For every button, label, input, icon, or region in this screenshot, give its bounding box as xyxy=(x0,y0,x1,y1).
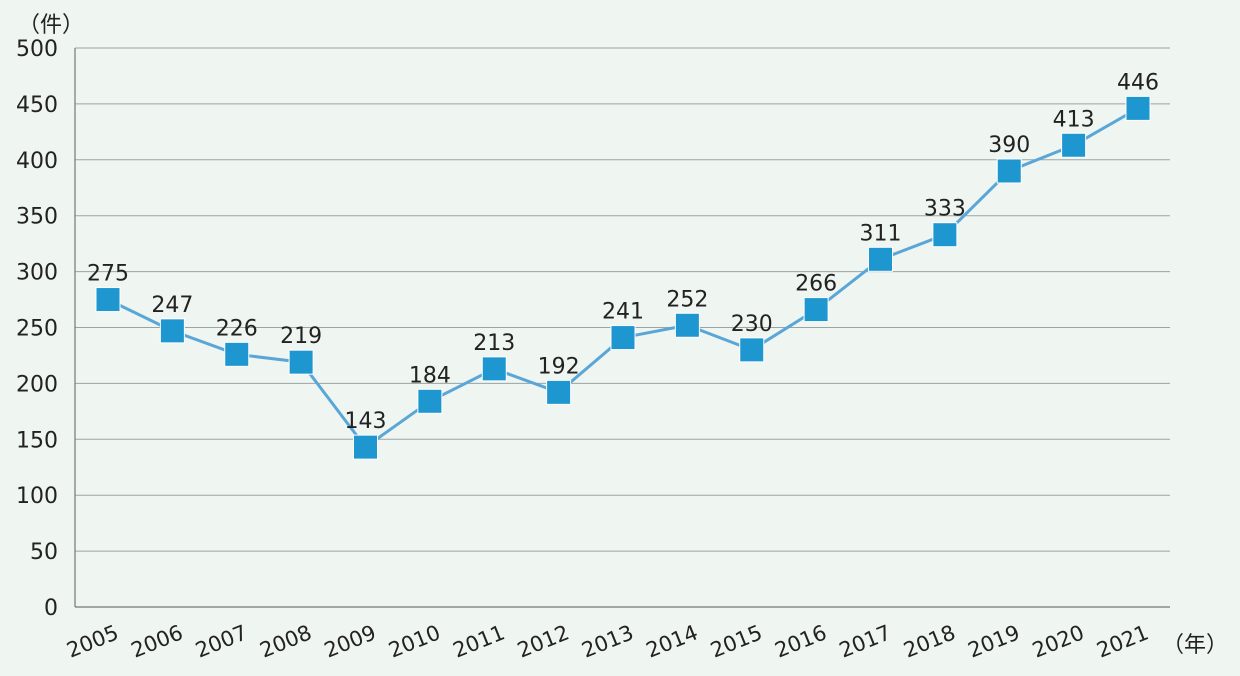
x-tick-label-2020: 2020 xyxy=(1029,620,1088,662)
y-tick-label-200: 200 xyxy=(16,372,58,397)
x-axis-ticks: 2005 2006 2007 2008 2009 2010 2011 2012 2013 2014… xyxy=(63,620,1152,662)
data-label-2021: 446 xyxy=(1117,70,1159,95)
x-tick-label-2021: 2021 xyxy=(1093,620,1152,662)
x-tick-label-2011: 2011 xyxy=(450,620,509,662)
x-tick-label-2014: 2014 xyxy=(643,620,702,662)
x-tick-label-2010: 2010 xyxy=(385,620,444,662)
data-labels-group: 275 247 226 219 143 184 213 192 241 252 230 266 311 3… xyxy=(87,70,1159,434)
data-point-2009 xyxy=(353,434,378,460)
data-label-2019: 390 xyxy=(988,133,1030,158)
data-label-2005: 275 xyxy=(87,262,129,287)
data-point-2013 xyxy=(610,325,636,351)
x-axis-unit-label: （年） xyxy=(1162,633,1228,658)
data-point-2021 xyxy=(1125,95,1151,121)
data-point-2006 xyxy=(159,318,185,344)
data-label-2017: 311 xyxy=(860,221,902,246)
data-point-2019 xyxy=(996,158,1022,184)
data-point-2008 xyxy=(288,349,314,375)
x-tick-label-2018: 2018 xyxy=(900,620,959,662)
x-tick-label-2009: 2009 xyxy=(321,620,380,662)
x-tick-label-2007: 2007 xyxy=(192,620,251,662)
x-tick-label-2012: 2012 xyxy=(514,620,573,662)
y-tick-label-500: 500 xyxy=(16,37,58,62)
data-point-2011 xyxy=(481,356,507,382)
data-point-2020 xyxy=(1061,132,1087,158)
data-point-2017 xyxy=(868,246,893,272)
y-tick-label-100: 100 xyxy=(16,484,58,509)
y-axis-ticks: 0 50 100 150 200 250 300 350 400 450 500 xyxy=(16,37,58,621)
data-point-2005 xyxy=(95,287,121,313)
data-label-2014: 252 xyxy=(666,287,708,312)
data-point-2014 xyxy=(674,312,700,338)
x-tick-label-2015: 2015 xyxy=(707,620,766,662)
y-tick-label-250: 250 xyxy=(16,317,58,342)
data-label-2009: 143 xyxy=(345,409,387,434)
data-label-2010: 184 xyxy=(409,363,451,388)
y-tick-label-150: 150 xyxy=(16,428,58,453)
data-label-2016: 266 xyxy=(795,272,837,297)
x-tick-label-2017: 2017 xyxy=(836,620,895,662)
data-label-2007: 226 xyxy=(216,316,258,341)
data-point-2015 xyxy=(739,337,765,363)
x-tick-label-2006: 2006 xyxy=(128,620,187,662)
x-tick-label-2013: 2013 xyxy=(578,620,637,662)
x-tick-label-2016: 2016 xyxy=(771,620,830,662)
data-label-2011: 213 xyxy=(473,331,515,356)
data-label-2006: 247 xyxy=(151,293,193,318)
series-line xyxy=(107,107,1139,449)
data-label-2013: 241 xyxy=(602,300,644,325)
y-tick-label-350: 350 xyxy=(16,205,58,230)
y-tick-label-50: 50 xyxy=(30,540,58,565)
x-tick-label-2019: 2019 xyxy=(965,620,1024,662)
data-label-2012: 192 xyxy=(538,354,580,379)
data-label-2015: 230 xyxy=(731,312,773,337)
y-tick-label-400: 400 xyxy=(16,149,58,174)
data-point-2018 xyxy=(932,222,958,248)
data-point-2016 xyxy=(803,297,829,323)
y-tick-label-450: 450 xyxy=(16,93,58,118)
data-label-2018: 333 xyxy=(924,197,966,222)
y-tick-label-300: 300 xyxy=(16,261,58,286)
y-tick-label-0: 0 xyxy=(44,596,58,621)
data-label-2008: 219 xyxy=(280,324,322,349)
data-label-2020: 413 xyxy=(1053,107,1095,132)
series-group xyxy=(95,95,1151,460)
data-point-2012 xyxy=(546,379,572,405)
x-tick-label-2008: 2008 xyxy=(256,620,315,662)
y-axis-unit-label: （件） xyxy=(18,13,84,38)
x-tick-label-2005: 2005 xyxy=(63,620,122,662)
data-point-2007 xyxy=(224,341,250,367)
data-point-2010 xyxy=(417,388,443,414)
